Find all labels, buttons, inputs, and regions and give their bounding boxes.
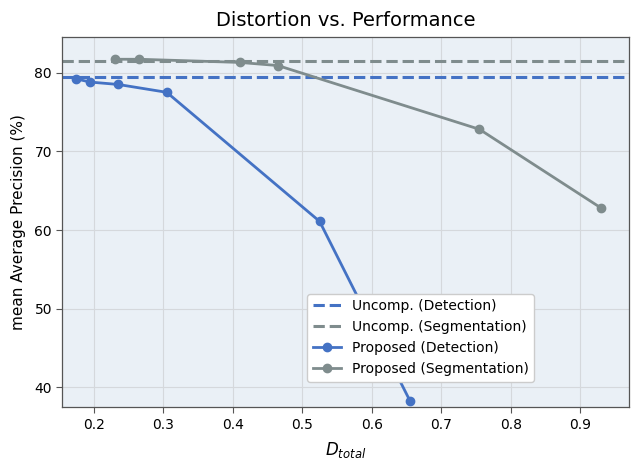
Proposed (Segmentation) [135, 57, 143, 62]
Proposed (Detection) [163, 89, 171, 95]
Proposed (Detection) [406, 398, 414, 404]
Title: Distortion vs. Performance: Distortion vs. Performance [216, 11, 476, 30]
Proposed (Segmentation) [274, 63, 282, 68]
Proposed (Segmentation) [597, 205, 605, 211]
X-axis label: $D_{total}$: $D_{total}$ [325, 440, 366, 460]
Line: Proposed (Segmentation): Proposed (Segmentation) [111, 55, 605, 212]
Proposed (Detection) [115, 81, 122, 87]
Legend: Uncomp. (Detection), Uncomp. (Segmentation), Proposed (Detection), Proposed (Seg: Uncomp. (Detection), Uncomp. (Segmentati… [307, 294, 534, 382]
Proposed (Detection) [72, 76, 80, 82]
Y-axis label: mean Average Precision (%): mean Average Precision (%) [11, 114, 26, 330]
Proposed (Segmentation) [476, 127, 483, 132]
Proposed (Segmentation) [111, 57, 118, 62]
Proposed (Detection) [316, 219, 323, 224]
Proposed (Segmentation) [236, 60, 244, 65]
Line: Proposed (Detection): Proposed (Detection) [72, 75, 414, 405]
Proposed (Detection) [86, 79, 94, 85]
